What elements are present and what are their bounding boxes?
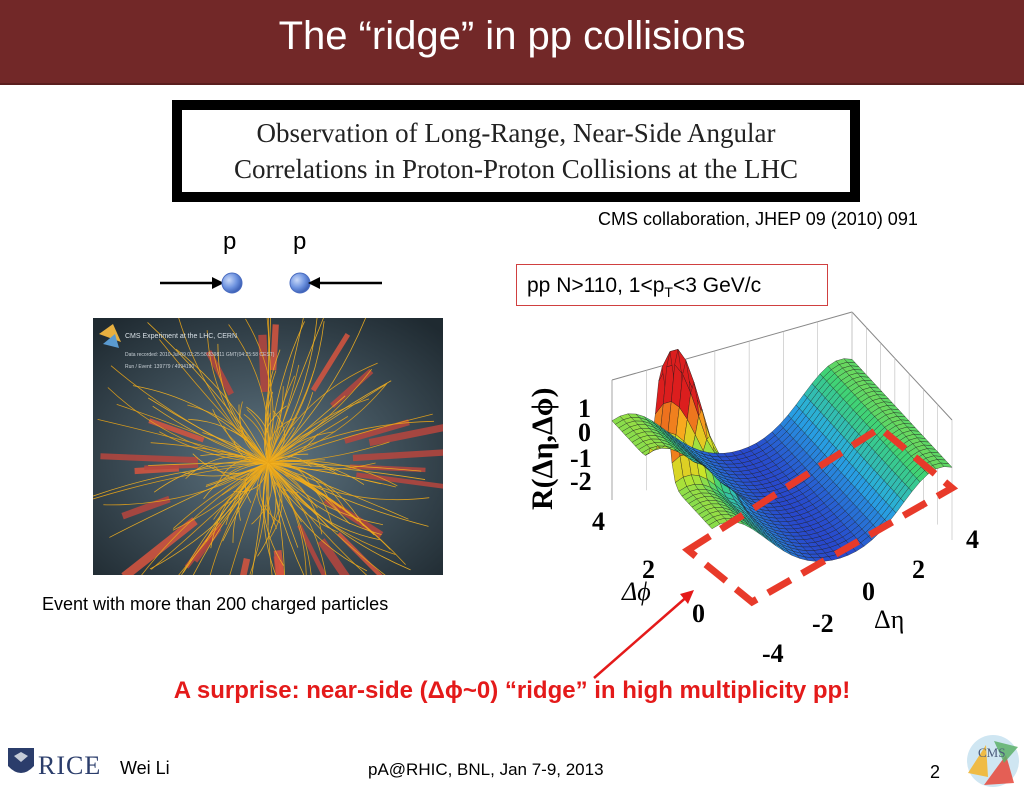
event-run-line: Run / Event: 139779 / 4994190 <box>125 364 194 370</box>
event-data-line: Data recorded: 2010-Jul-09 02:25:58.8398… <box>125 352 275 358</box>
ridge-pointer-arrow <box>593 590 694 679</box>
cuts-suffix: <3 GeV/c <box>672 274 762 297</box>
surprise-statement: A surprise: near-side (Δϕ~0) “ridge” in … <box>173 677 851 704</box>
z-axis-label: R(Δη,Δϕ) <box>526 387 559 510</box>
arrow-right-icon <box>160 277 224 289</box>
z-tick-1: 1 <box>578 394 591 423</box>
ridge-correlation-plot: R(Δη,Δϕ) 1 0 -1 -2 4 2 0 Δϕ 4 2 0 -2 -4 … <box>526 311 979 668</box>
cuts-label-box: pp N>110, 1<pT<3 GeV/c <box>516 264 828 306</box>
event-display-image: CMS Experiment at the LHC, CERN Data rec… <box>93 318 443 575</box>
eta-tick-2: 2 <box>912 555 925 584</box>
paper-title-line-1: Observation of Long-Range, Near-Side Ang… <box>256 118 776 148</box>
proton-collision-diagram <box>160 272 382 294</box>
z-tick-0: 0 <box>578 418 591 447</box>
cuts-prefix: pp N>110, 1<p <box>527 274 665 297</box>
eta-tick-4: 4 <box>966 525 979 554</box>
ridge-highlight-outline <box>682 423 959 607</box>
slide-title: The “ridge” in pp collisions <box>278 14 746 58</box>
rice-wordmark: RICE <box>38 751 101 780</box>
cms-logo-text: CMS <box>978 745 1005 760</box>
cms-logo: CMS <box>964 733 1022 789</box>
paper-title-line-2: Correlations in Proton-Proton Collisions… <box>234 154 798 184</box>
rice-logo: RICE <box>8 748 101 780</box>
proton-left-icon <box>221 272 243 294</box>
phi-tick-2: 2 <box>642 555 655 584</box>
title-bar <box>0 0 1024 85</box>
author-name: Wei Li <box>120 758 170 778</box>
proton-right-icon <box>289 272 311 294</box>
z-tick-minus2: -2 <box>570 467 592 496</box>
z-tick-minus1: -1 <box>570 444 592 473</box>
phi-axis-label: Δϕ <box>621 577 651 606</box>
paper-title-box: Observation of Long-Range, Near-Side Ang… <box>172 100 860 202</box>
eta-tick-0: 0 <box>862 577 875 606</box>
eta-axis-label: Δη <box>874 605 904 634</box>
eta-tick-minus4: -4 <box>762 639 784 668</box>
citation: CMS collaboration, JHEP 09 (2010) 091 <box>598 209 918 229</box>
proton-label-left: p <box>223 228 237 255</box>
phi-tick-0: 0 <box>692 599 705 628</box>
page-number: 2 <box>930 762 941 782</box>
event-caption: Event with more than 200 charged particl… <box>42 594 389 614</box>
conference-info: pA@RHIC, BNL, Jan 7-9, 2013 <box>368 760 604 779</box>
proton-label-right: p <box>293 228 307 255</box>
event-header: CMS Experiment at the LHC, CERN <box>125 333 237 340</box>
cuts-subscript: T <box>664 284 673 301</box>
arrow-left-icon <box>308 277 382 289</box>
phi-tick-4: 4 <box>592 507 605 536</box>
eta-tick-minus2: -2 <box>812 609 834 638</box>
